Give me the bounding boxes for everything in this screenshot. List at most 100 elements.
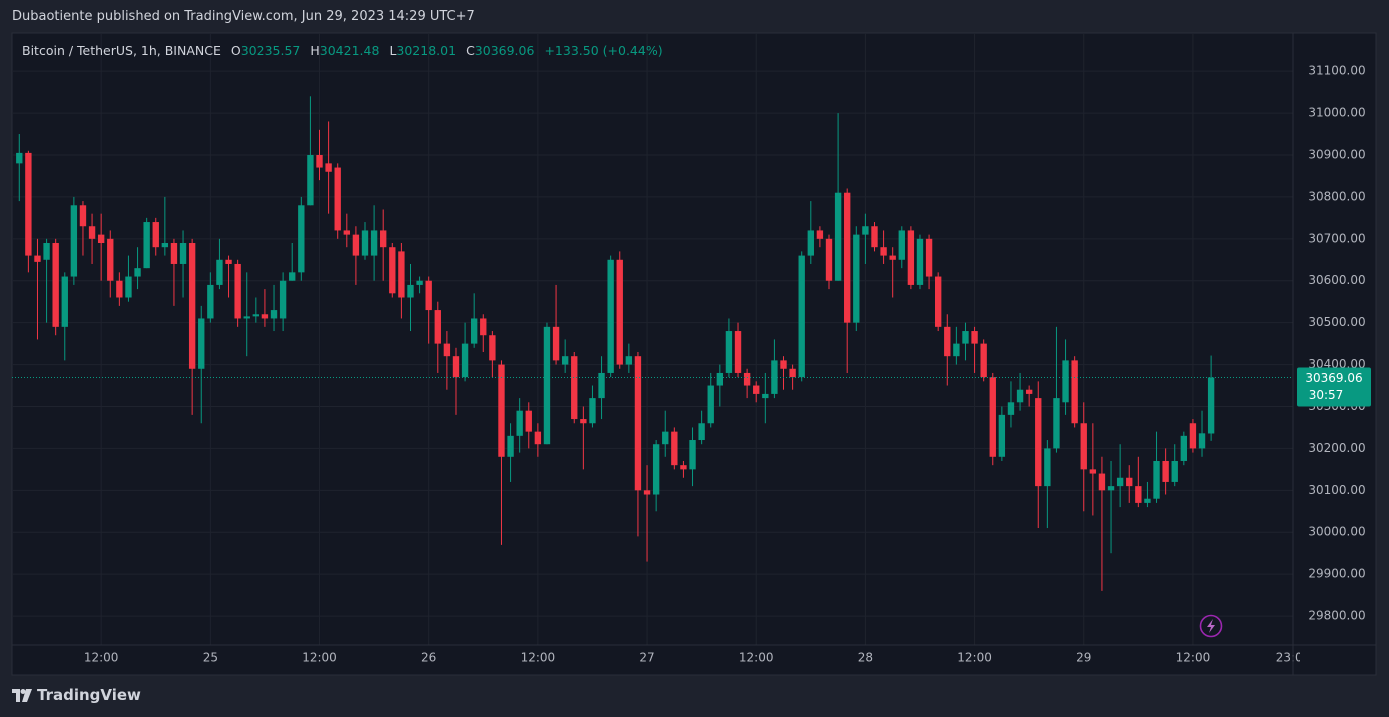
candle-body (1162, 460, 1169, 482)
x-tick-label: 12:00 (521, 651, 556, 665)
countdown: 30:57 (1309, 388, 1344, 402)
candle-body (953, 343, 960, 357)
x-tick-label: 25 (203, 651, 218, 665)
candle-body (179, 243, 187, 264)
candle-body (798, 255, 805, 378)
y-tick-label: 30800.00 (1308, 189, 1365, 203)
ohlc-key: L (389, 43, 397, 58)
candle-body (143, 222, 150, 269)
candle-body (889, 255, 896, 260)
candle-body (170, 243, 178, 264)
y-tick-label: 30200.00 (1308, 441, 1365, 455)
candle-body (389, 247, 396, 294)
candle-body (70, 205, 78, 277)
candle-body (416, 280, 423, 285)
candle-body (434, 310, 441, 344)
candle-body (252, 314, 260, 317)
candle-body (971, 331, 978, 344)
candle-body (316, 154, 323, 168)
candle-body (580, 419, 587, 424)
y-tick-label: 30900.00 (1308, 147, 1365, 161)
candle-body (498, 364, 505, 457)
candle-body (88, 226, 96, 239)
candle-body (43, 243, 50, 260)
candle-body (844, 192, 851, 323)
candle-body (862, 226, 869, 235)
ohlc-key: H (310, 43, 320, 58)
candle-body (1016, 389, 1024, 403)
candle-body (989, 377, 996, 457)
candle-body (561, 356, 569, 365)
candle-body (652, 444, 660, 495)
candle-body (825, 238, 833, 281)
brand-logo (12, 688, 32, 702)
candle-body (216, 259, 223, 285)
candle-body (816, 230, 824, 239)
candle-body (998, 414, 1006, 457)
candle-body (1126, 477, 1133, 487)
candle-body (780, 360, 787, 369)
candle-body (1071, 360, 1078, 424)
candle-body (916, 238, 924, 285)
candle-body (616, 259, 623, 365)
candle-body (662, 431, 669, 445)
candle-body (25, 152, 32, 256)
candle-body (689, 440, 696, 470)
x-axis: 12:00 25 12:00 26 12:00 27 12:00 28 12:00 29 12:00… (84, 651, 1311, 665)
candle-body (543, 326, 551, 445)
candle-body (516, 410, 523, 436)
candle-body (1107, 486, 1115, 491)
candle-body (807, 230, 814, 256)
candle-body (1116, 477, 1124, 487)
candle-body (1044, 448, 1051, 487)
candle-body (380, 230, 387, 248)
x-tick-label: 12:00 (1176, 651, 1211, 665)
candle-body (207, 284, 214, 319)
candle-body (188, 243, 196, 369)
candle-body (161, 243, 169, 248)
candle-body (198, 318, 205, 369)
candles (12, 96, 1293, 591)
candle-body (1153, 460, 1160, 499)
candle-body (1089, 469, 1097, 474)
candle-body (34, 255, 41, 262)
candle-body (725, 331, 733, 373)
alert-icon[interactable] (1199, 614, 1223, 638)
y-tick-label: 30000.00 (1308, 525, 1365, 539)
candle-body (762, 393, 769, 399)
candle-body (571, 356, 578, 420)
candle-body (507, 435, 514, 457)
candle-body (407, 284, 414, 298)
chart-pane (11, 32, 1377, 676)
ohlc-value: 30235.57 (240, 43, 301, 58)
candle-body (225, 259, 232, 264)
candle-body (307, 154, 314, 206)
candle-body (1025, 389, 1033, 394)
x-tick-label: 23:00 (1276, 651, 1311, 665)
ohlc-value: 30369.06 (474, 43, 535, 58)
y-tick-label: 30500.00 (1308, 315, 1365, 329)
candle-body (298, 205, 305, 273)
candle-body (834, 192, 842, 281)
candle-body (680, 465, 687, 470)
candle-body (61, 276, 68, 327)
candle-body (1189, 423, 1197, 449)
y-tick-label: 30600.00 (1308, 273, 1365, 287)
candle-body (671, 431, 678, 466)
candle-body (97, 234, 105, 244)
candle-body (698, 423, 705, 441)
candle-body (634, 356, 642, 491)
y-tick-label: 30700.00 (1308, 231, 1365, 245)
candle-body (461, 343, 469, 378)
y-tick-label: 30100.00 (1308, 483, 1365, 497)
candle-body (152, 222, 159, 248)
x-tick-label: 12:00 (739, 651, 774, 665)
candle-body (716, 372, 724, 386)
candle-body (134, 268, 141, 277)
candle-body (398, 251, 405, 298)
candle-body (1135, 486, 1142, 503)
candle-body (16, 152, 23, 164)
candle-body (1198, 433, 1206, 449)
candle-body (589, 398, 596, 424)
